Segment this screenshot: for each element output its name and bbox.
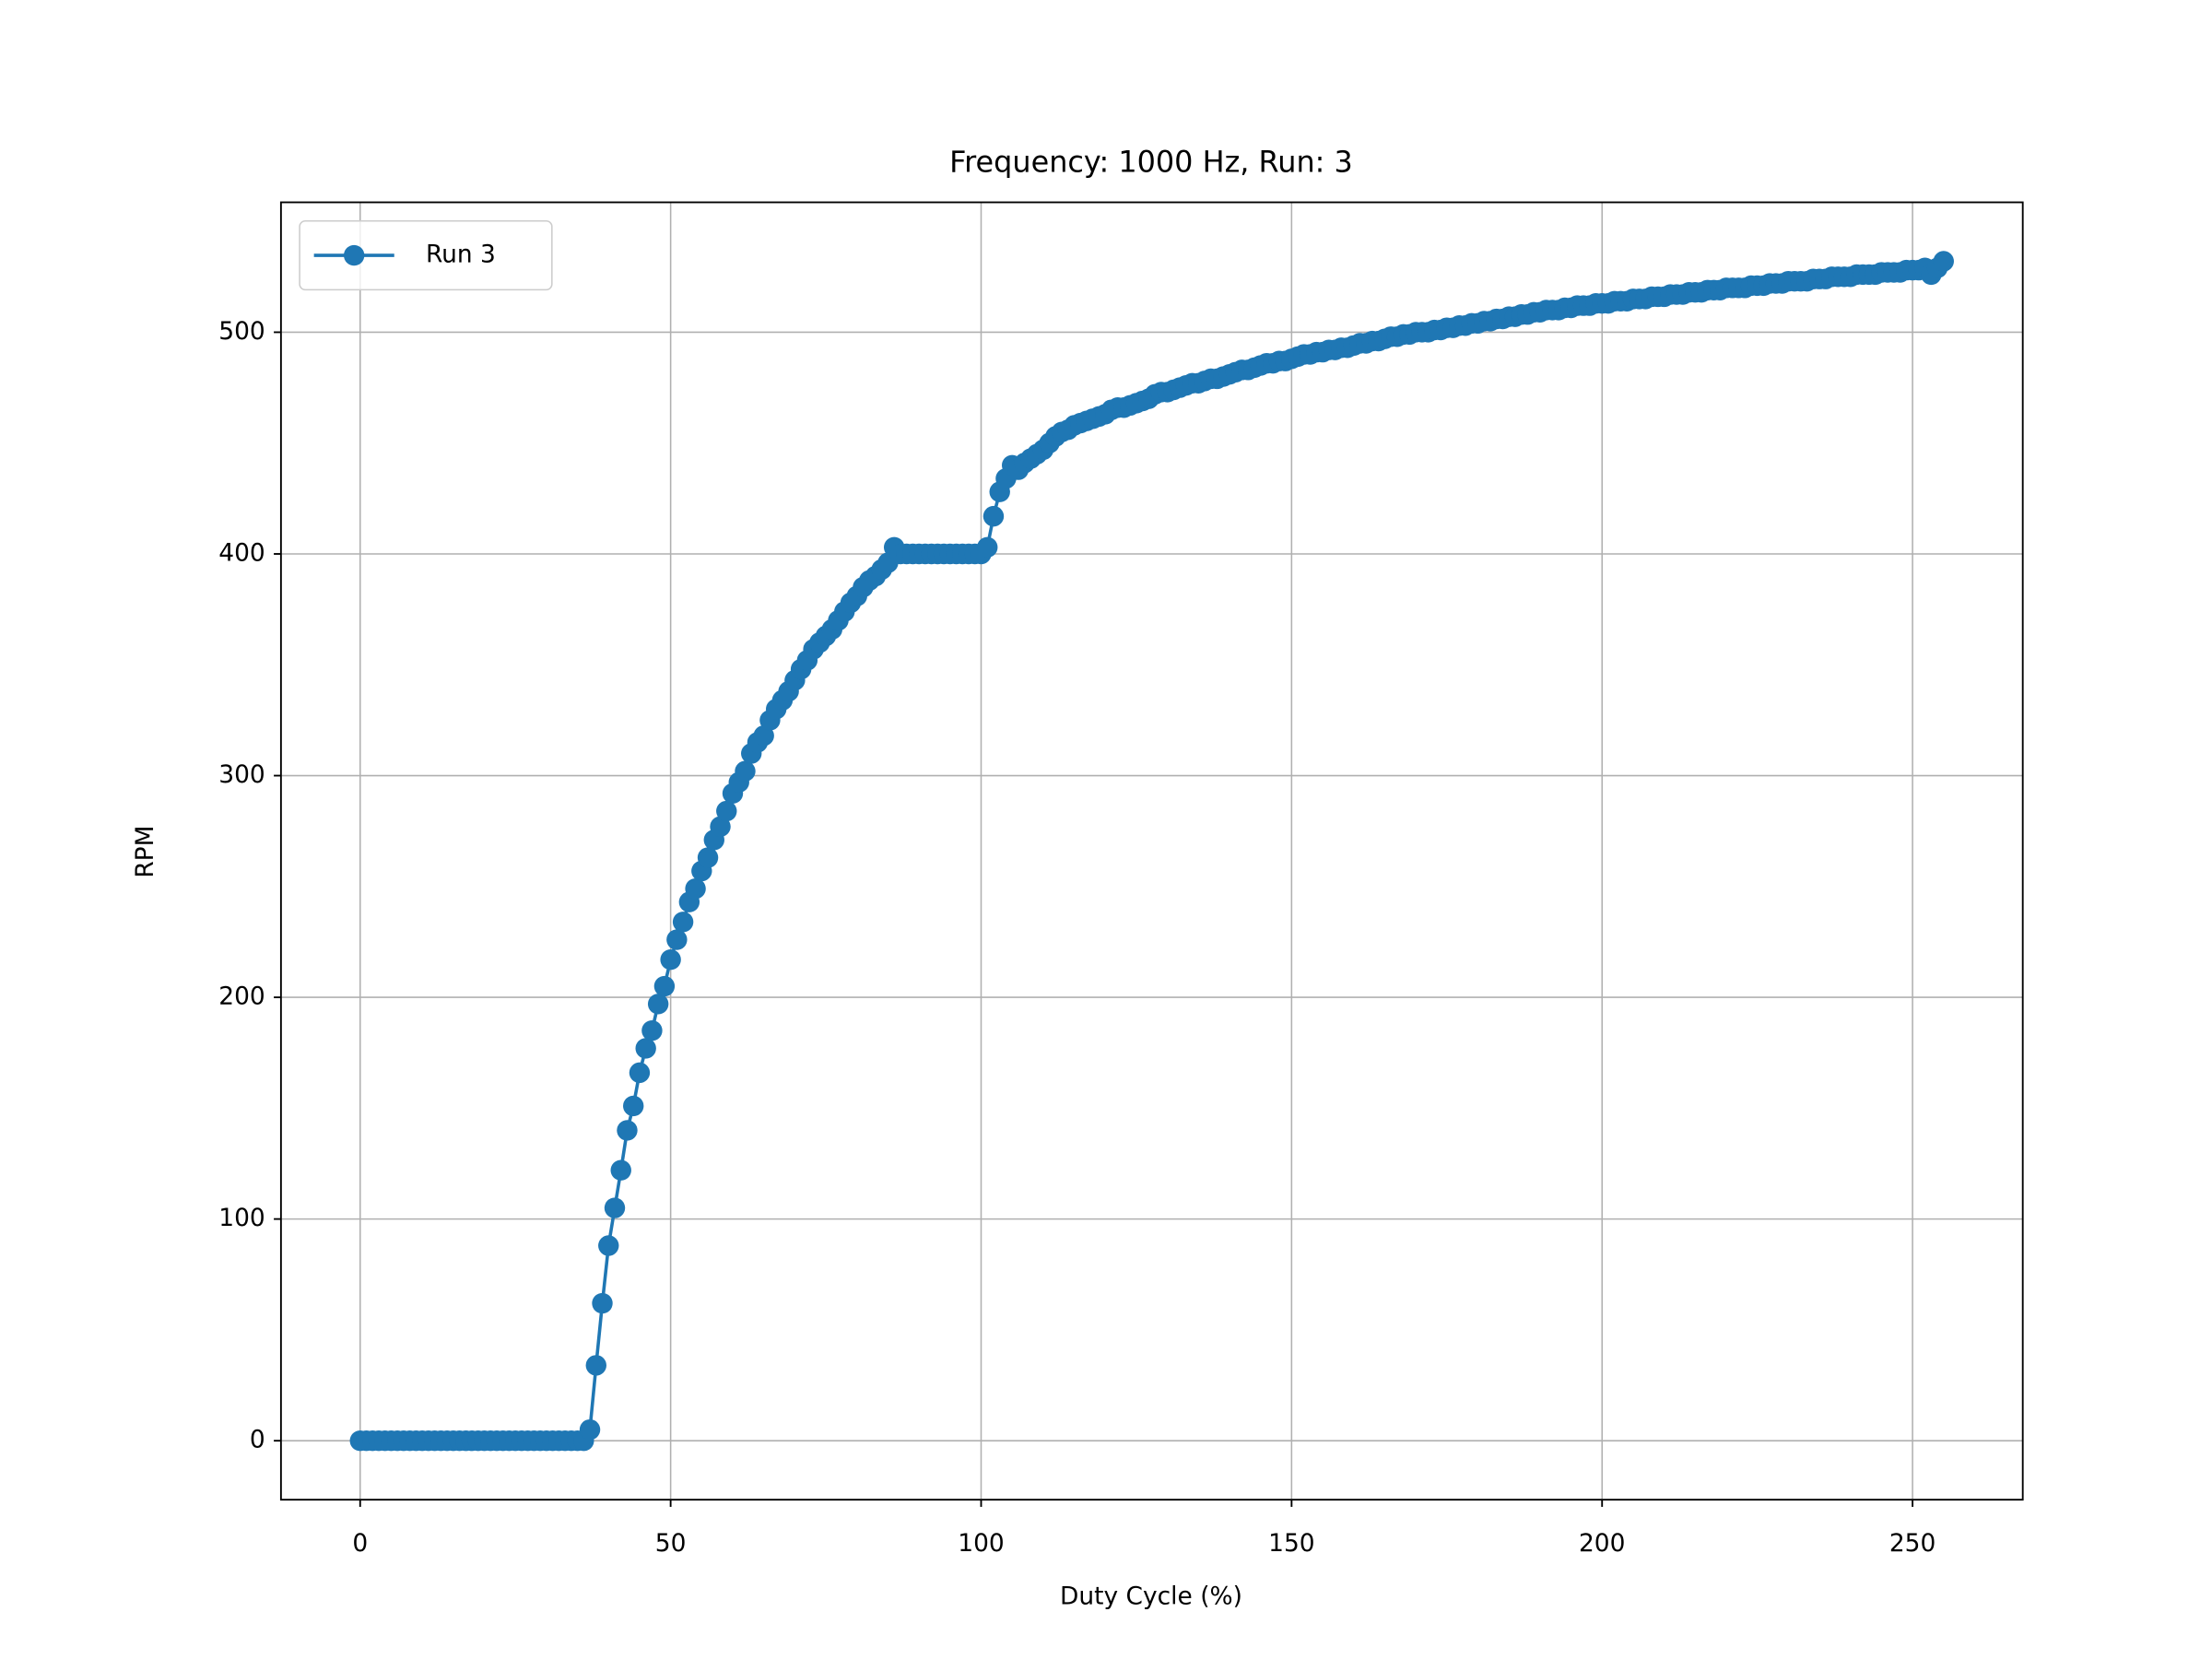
y-tick-label: 200 [218,982,265,1011]
point [685,878,706,900]
y-tick-label: 500 [218,317,265,346]
y-tick-label: 400 [218,539,265,568]
grid [280,202,2023,1500]
point [977,536,998,558]
x-tick-label: 250 [1889,1529,1936,1558]
point [598,1235,619,1256]
legend: Run 3 [299,219,553,291]
x-axis-label: Duty Cycle (%) [1060,1582,1242,1610]
point [617,1120,638,1141]
point [716,800,737,822]
point [666,929,688,950]
point [585,1355,606,1376]
point [623,1095,644,1117]
x-tick-label: 100 [958,1529,1004,1558]
chart-title: Frequency: 1000 Hz, Run: 3 [949,145,1353,180]
point [635,1038,656,1059]
point [672,912,694,933]
y-tick-label: 100 [218,1204,265,1232]
point [1933,251,1954,272]
legend-marker [343,244,365,266]
point [604,1197,626,1218]
point [579,1418,601,1441]
point [982,505,1005,527]
point [660,948,681,971]
axes-frame [279,201,2024,1501]
x-tick-label: 150 [1268,1529,1314,1558]
point [697,847,719,868]
point [610,1159,631,1181]
point [629,1062,651,1084]
point [735,760,756,782]
point [653,975,676,997]
point [753,725,774,747]
y-tick-label: 0 [250,1426,265,1454]
point [641,1019,663,1041]
legend-label: Run 3 [426,241,496,269]
point [710,816,731,838]
x-tick-label: 50 [655,1529,687,1558]
x-tick-label: 0 [352,1529,368,1558]
legend-box [299,219,553,291]
y-tick-label: 300 [218,760,265,789]
point [592,1292,613,1314]
plot-area [349,251,1954,1452]
x-tick-label: 200 [1579,1529,1625,1558]
point [647,994,669,1015]
y-axis-label: RPM [131,826,159,878]
